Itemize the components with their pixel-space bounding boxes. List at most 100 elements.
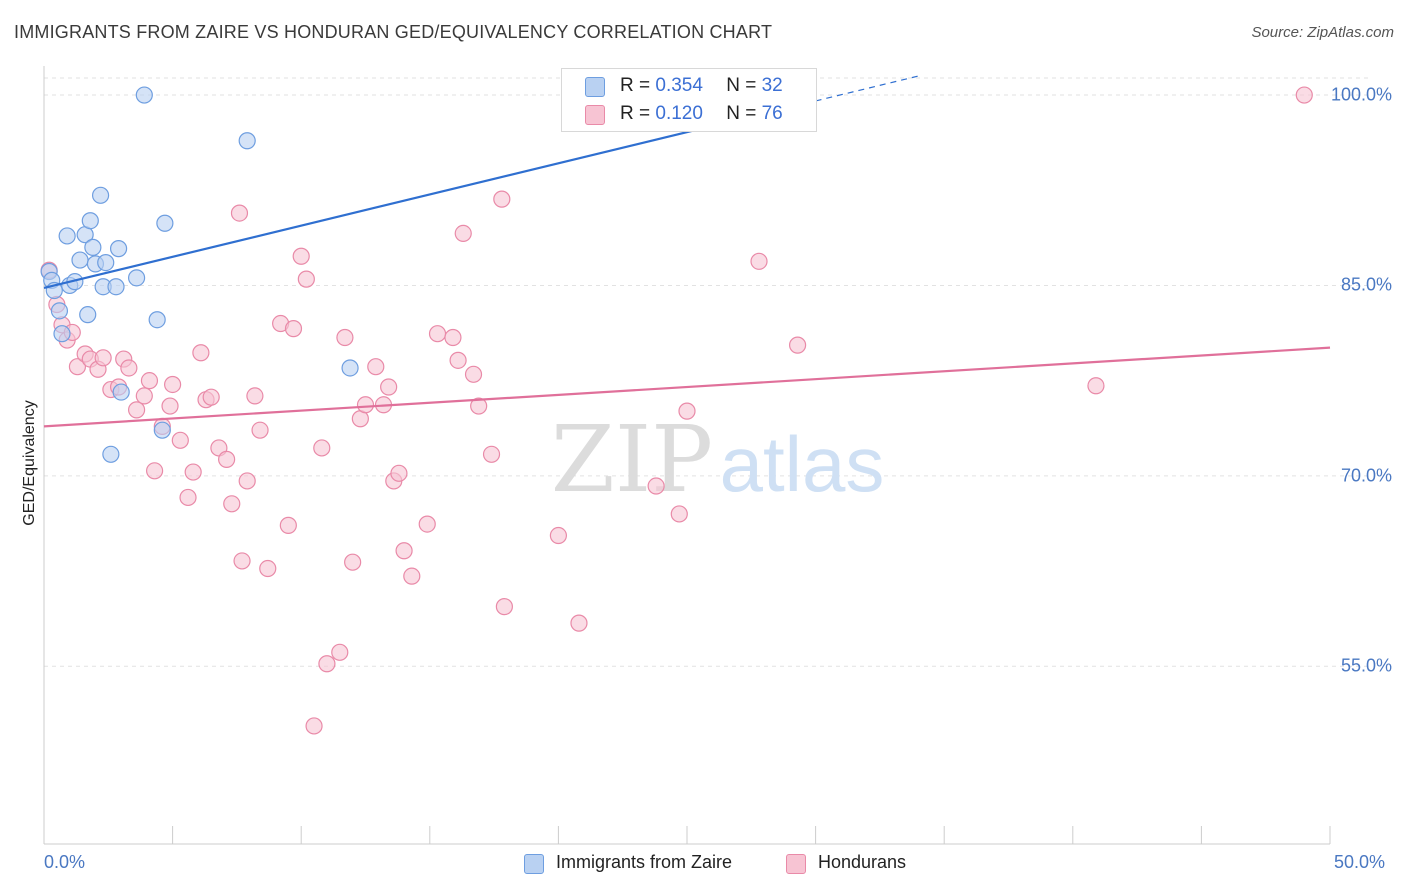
zaire-point bbox=[50, 302, 69, 320]
legend-n-label: N = bbox=[726, 103, 762, 124]
source-label: Source: ZipAtlas.com bbox=[1251, 24, 1394, 41]
honduran-point bbox=[284, 320, 303, 338]
bottom-legend-hondurans: Hondurans bbox=[786, 852, 906, 874]
stats-legend: R = 0.354 N = 32 R = 0.120 N = 76 bbox=[561, 68, 817, 132]
zaire-point bbox=[112, 383, 130, 401]
zaire-point bbox=[84, 238, 102, 256]
honduran-point bbox=[788, 336, 807, 354]
honduran-point bbox=[418, 515, 436, 533]
trend-lines bbox=[43, 75, 1331, 428]
honduran-point bbox=[120, 359, 138, 377]
bottom-swatch-zaire bbox=[524, 854, 544, 874]
honduran-point bbox=[1087, 377, 1105, 395]
watermark: ZIP atlas bbox=[551, 406, 884, 513]
honduran-point bbox=[251, 421, 269, 439]
honduran-point bbox=[233, 552, 251, 570]
legend-row-hondurans: R = 0.120 N = 76 bbox=[585, 103, 783, 125]
honduran-point bbox=[549, 526, 568, 545]
honduran-point bbox=[171, 431, 189, 449]
honduran-point bbox=[68, 358, 87, 376]
y-tick-label: 55.0% bbox=[1340, 655, 1392, 676]
honduran-point bbox=[127, 401, 146, 419]
honduran-point bbox=[367, 358, 385, 376]
grid-lines bbox=[44, 77, 1370, 667]
zaire-point bbox=[79, 306, 97, 324]
honduran-point bbox=[495, 598, 513, 616]
legend-swatch-hondurans bbox=[585, 105, 605, 125]
honduran-point bbox=[678, 402, 696, 420]
zaire-point bbox=[91, 186, 110, 204]
honduran-point bbox=[470, 397, 488, 415]
zaire-point bbox=[53, 325, 71, 343]
honduran-point bbox=[570, 614, 588, 632]
legend-n-value-zaire: 32 bbox=[761, 75, 783, 96]
zaire-point bbox=[135, 86, 153, 104]
honduran-point bbox=[164, 375, 182, 394]
honduran-point bbox=[395, 542, 413, 560]
zaire-point bbox=[238, 132, 256, 150]
y-tick-label: 100.0% bbox=[1330, 84, 1392, 105]
watermark-atlas: atlas bbox=[720, 420, 885, 508]
bottom-swatch-hondurans bbox=[786, 854, 806, 874]
x-tick-max: 50.0% bbox=[1334, 852, 1386, 872]
honduran-point bbox=[1295, 86, 1313, 104]
honduran-point bbox=[259, 559, 277, 578]
y-tick-label: 85.0% bbox=[1340, 274, 1392, 295]
honduran-point bbox=[482, 445, 501, 463]
zaire-point bbox=[107, 278, 125, 296]
honduran-point bbox=[292, 247, 310, 265]
honduran-point bbox=[318, 655, 336, 673]
y-tick-label: 70.0% bbox=[1340, 465, 1392, 486]
honduran-point bbox=[380, 378, 398, 396]
honduran-point bbox=[449, 351, 467, 369]
honduran-point bbox=[305, 717, 323, 735]
bottom-legend-label-zaire: Immigrants from Zaire bbox=[556, 852, 733, 872]
honduran-point bbox=[297, 270, 315, 288]
honduran-point bbox=[223, 495, 241, 513]
honduran-point bbox=[161, 397, 179, 415]
zaire-point bbox=[81, 212, 99, 230]
honduran-point bbox=[403, 567, 421, 585]
trend-line-zaire bbox=[43, 99, 816, 290]
honduran-point bbox=[344, 553, 362, 571]
zaire-point bbox=[156, 214, 174, 232]
honduran-point bbox=[184, 463, 202, 481]
chart-title: IMMIGRANTS FROM ZAIRE VS HONDURAN GED/EQ… bbox=[14, 22, 773, 42]
honduran-point bbox=[331, 643, 349, 661]
trend-line-hondurans bbox=[43, 346, 1331, 428]
zaire-point bbox=[127, 269, 146, 287]
honduran-point bbox=[313, 439, 331, 457]
honduran-point bbox=[464, 365, 483, 383]
legend-row-zaire: R = 0.354 N = 32 bbox=[585, 75, 783, 97]
honduran-point bbox=[279, 516, 297, 534]
legend-n-value-hondurans: 76 bbox=[761, 103, 783, 124]
honduran-point bbox=[356, 396, 375, 414]
zaire-point bbox=[58, 227, 76, 245]
legend-r-label: R = bbox=[620, 103, 656, 124]
legend-n-label: N = bbox=[726, 75, 762, 96]
honduran-point bbox=[647, 477, 665, 495]
honduran-point bbox=[238, 472, 256, 490]
hondurans-points bbox=[40, 86, 1313, 735]
zaire-point bbox=[102, 445, 120, 463]
honduran-point bbox=[179, 488, 197, 507]
legend-r-value-hondurans: 0.120 bbox=[655, 103, 703, 124]
zaire-point bbox=[71, 251, 89, 269]
honduran-point bbox=[454, 224, 472, 243]
honduran-point bbox=[145, 462, 164, 480]
honduran-point bbox=[428, 325, 447, 343]
zaire-point bbox=[97, 254, 115, 272]
zaire-point bbox=[109, 240, 128, 258]
honduran-point bbox=[246, 387, 264, 405]
honduran-point bbox=[493, 190, 511, 208]
axes bbox=[43, 66, 1331, 845]
bottom-legend-zaire: Immigrants from Zaire bbox=[524, 852, 733, 874]
honduran-point bbox=[750, 252, 768, 270]
honduran-point bbox=[140, 372, 159, 390]
legend-swatch-zaire bbox=[585, 77, 605, 97]
honduran-point bbox=[390, 464, 408, 482]
honduran-point bbox=[444, 328, 462, 347]
honduran-point bbox=[202, 388, 220, 406]
legend-r-label: R = bbox=[620, 75, 656, 96]
